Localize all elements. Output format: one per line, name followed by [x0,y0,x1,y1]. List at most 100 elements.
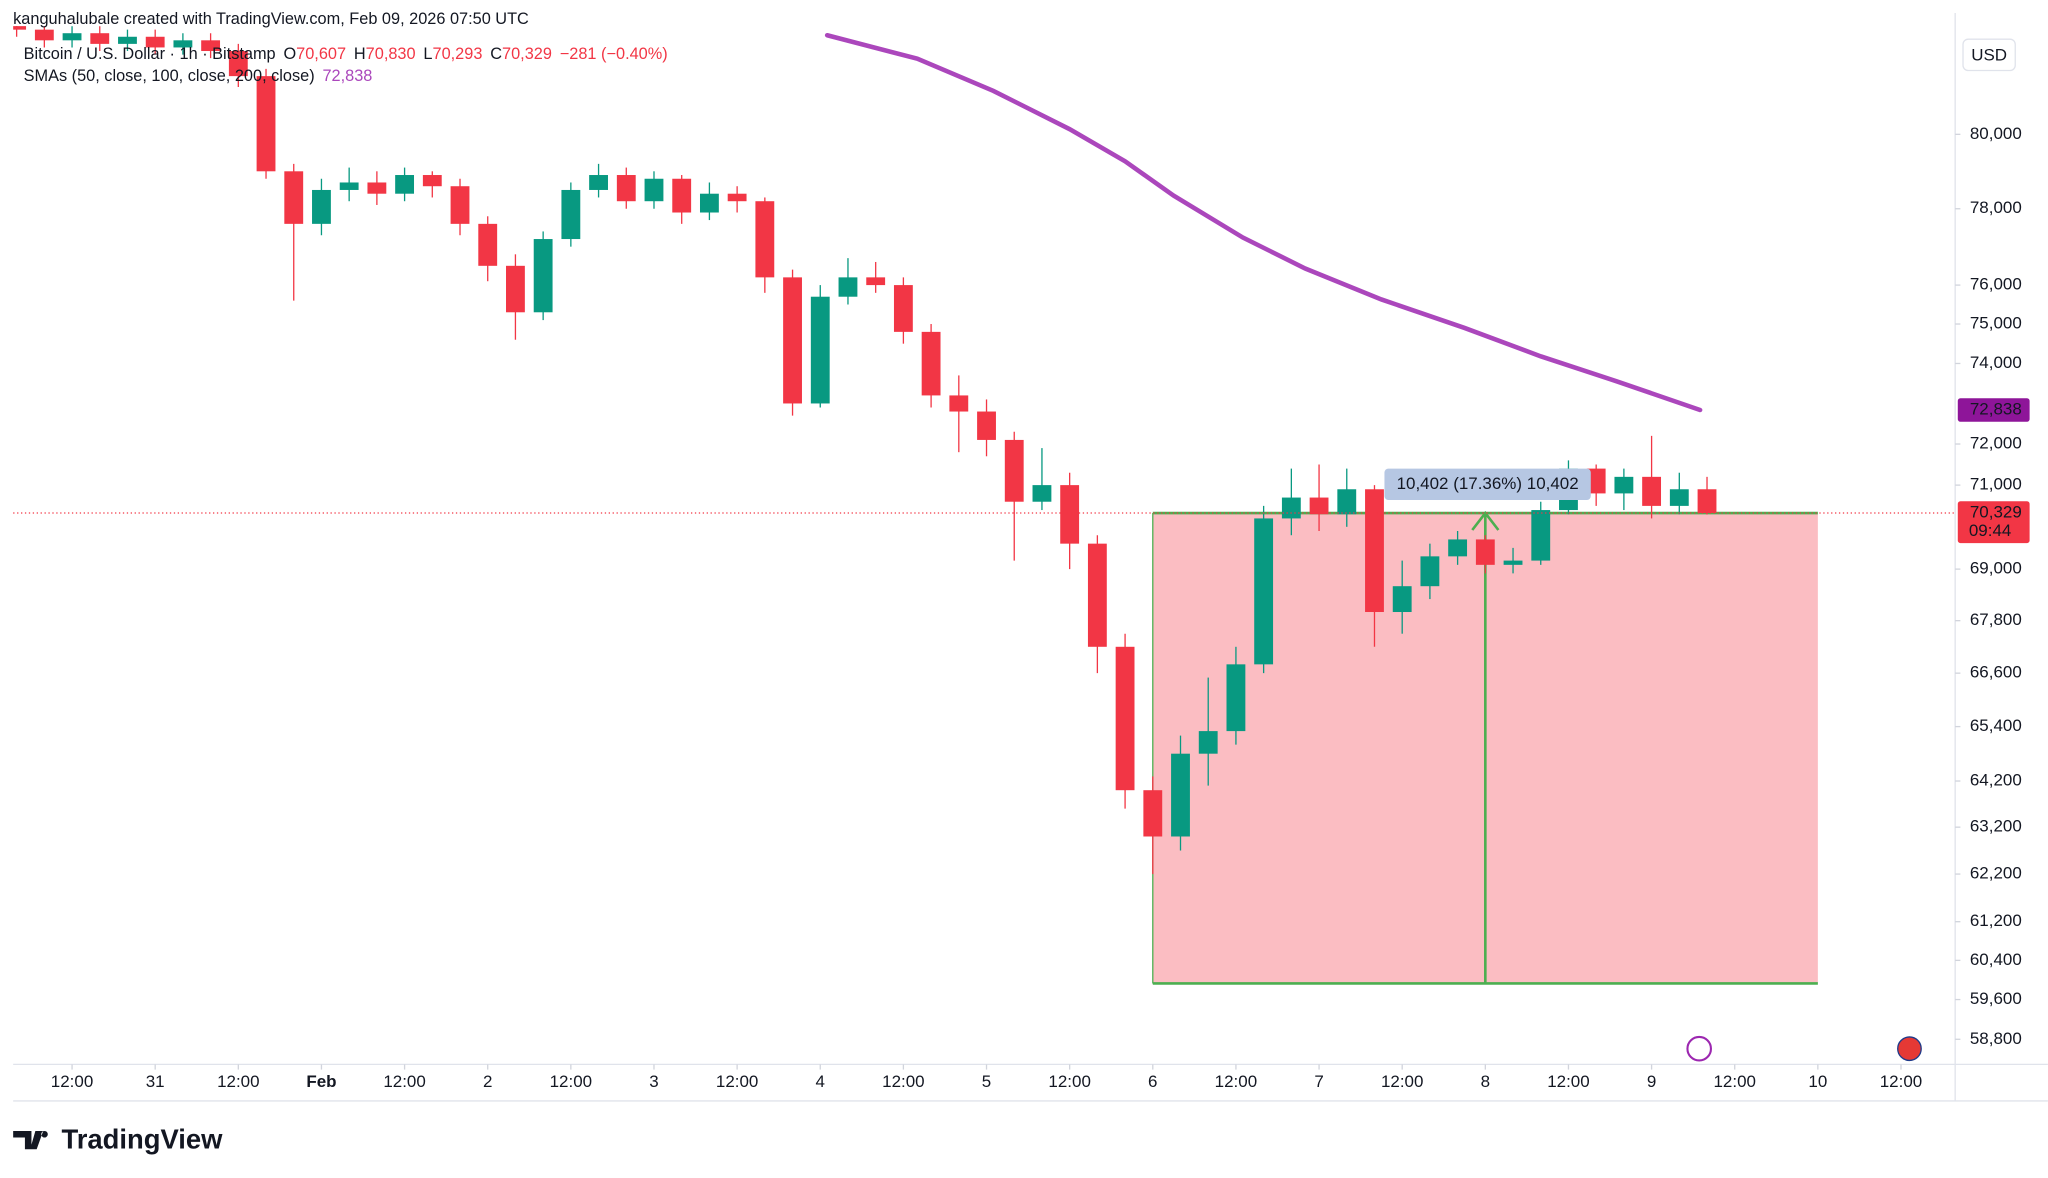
candle-body [450,186,470,224]
candle-body [422,175,442,187]
icon[interactable] [1897,1036,1922,1062]
measure-label: 10,402 (17.36%) 10,402 [1397,474,1579,493]
candle-body [1171,753,1190,837]
y-tick-label: 65,400 [1970,716,2022,735]
price-badge [1957,501,2030,544]
ohlc-value: 70,830 [366,45,416,63]
candle-body [13,26,27,30]
candle-body [1198,731,1218,754]
attribution: kanguhalubale created with TradingView.c… [13,10,529,28]
icon[interactable] [1686,1035,1712,1062]
candle-body [145,36,165,48]
candle-body [1032,485,1052,502]
candle-body [1365,489,1384,613]
x-tick-label: 12:00 [1880,1072,1922,1091]
logo: TradingView [13,1124,223,1155]
candle-body [1642,476,1662,506]
candle-body [34,29,54,41]
candle-body [1309,497,1329,515]
ohlc-value: 70,293 [433,45,483,63]
x-tick-label: 12:00 [51,1072,93,1091]
candle-body [228,51,248,77]
change: −281 (−0.40%) [560,45,668,63]
x-tick-label: 4 [816,1072,825,1091]
candle-body [561,189,581,240]
candle-body [838,277,858,297]
y-tick-label: 58,800 [1970,1029,2022,1048]
candle-body [1697,489,1717,514]
symbol: Bitcoin / U.S. Dollar · 1h · Bitstamp [24,45,276,63]
candle-body [1254,518,1274,665]
y-tick-label: 76,000 [1970,275,2022,294]
y-tick-label: 80,000 [1970,124,2022,143]
candle-body [1143,790,1163,837]
candle-body [921,331,941,396]
x-tick-label: 12:00 [1713,1072,1755,1091]
candle-body [395,175,415,194]
candle-body [672,178,692,213]
candle-body [949,395,969,412]
ohlc-key: H [354,45,366,63]
x-tick-label: 12:00 [716,1072,758,1091]
candle-body [1281,497,1301,519]
sma-name: SMAs (50, close, 100, close, 200, close) [24,67,315,85]
y-tick-label: 67,800 [1970,610,2022,629]
candle-body [62,33,82,41]
x-tick-label: 2 [483,1072,492,1091]
ohlc-key: O [283,45,296,63]
y-tick-label: 78,000 [1970,198,2022,217]
x-tick-label: 8 [1481,1072,1490,1091]
candle-body [727,193,747,202]
sma-line [824,32,1703,413]
sma-badge [1957,398,2030,422]
symbol-legend: Bitcoin / U.S. Dollar · 1h · Bitstamp O70… [24,45,668,63]
x-tick-label: 3 [649,1072,658,1091]
y-tick-label: 74,000 [1970,353,2022,372]
sma-legend: SMAs (50, close, 100, close, 200, close)… [24,67,373,85]
candle-body [478,223,498,266]
candle-body [1226,664,1246,732]
candle-body [644,178,664,202]
sma-value: 72,838 [322,67,372,85]
y-tick-label: 59,600 [1970,989,2022,1008]
y-tick-label: 72,000 [1970,433,2022,452]
candle-body [1087,543,1107,647]
ohlc-key: L [423,45,432,63]
candle-body [616,175,636,202]
candle-body [1392,586,1412,613]
measure-label-box [1384,468,1591,500]
y-tick-label: 69,000 [1970,559,2022,578]
currency-button[interactable] [1962,38,2016,72]
x-tick-label: 12:00 [550,1072,592,1091]
y-tick-label: 61,200 [1970,911,2022,930]
y-tick-label: 60,400 [1970,950,2022,969]
candle-body [1115,646,1135,791]
currency: USD [1971,46,2007,65]
y-tick-label: 63,200 [1970,817,2022,836]
x-tick-label: 12:00 [1547,1072,1589,1091]
ohlc-key: C [490,45,502,63]
x-tick-label: 7 [1314,1072,1323,1091]
candle-body [1669,489,1689,506]
plot-area [13,26,1818,985]
candle-body [1060,485,1080,544]
candle-body [312,189,331,224]
candle-body [783,277,802,404]
x-tick-label: 12:00 [1215,1072,1257,1091]
candle-body [256,76,276,172]
candle-body [173,40,193,48]
ohlc-value: 70,607 [296,45,346,63]
candle-body [866,277,886,286]
y-tick-label: 71,000 [1970,475,2022,494]
x-tick-label: 10 [1808,1072,1827,1091]
x-tick-label: 6 [1148,1072,1157,1091]
x-tick-label: 12:00 [383,1072,425,1091]
sma-badge-label: 72,838 [1970,399,2022,418]
ohlc-value: 70,329 [502,45,552,63]
candle-body [284,171,304,224]
y-tick-label: 64,200 [1970,771,2022,790]
candle-body [1531,510,1551,561]
y-tick-label: 66,600 [1970,663,2022,682]
y-tick-label: 75,000 [1970,314,2022,333]
